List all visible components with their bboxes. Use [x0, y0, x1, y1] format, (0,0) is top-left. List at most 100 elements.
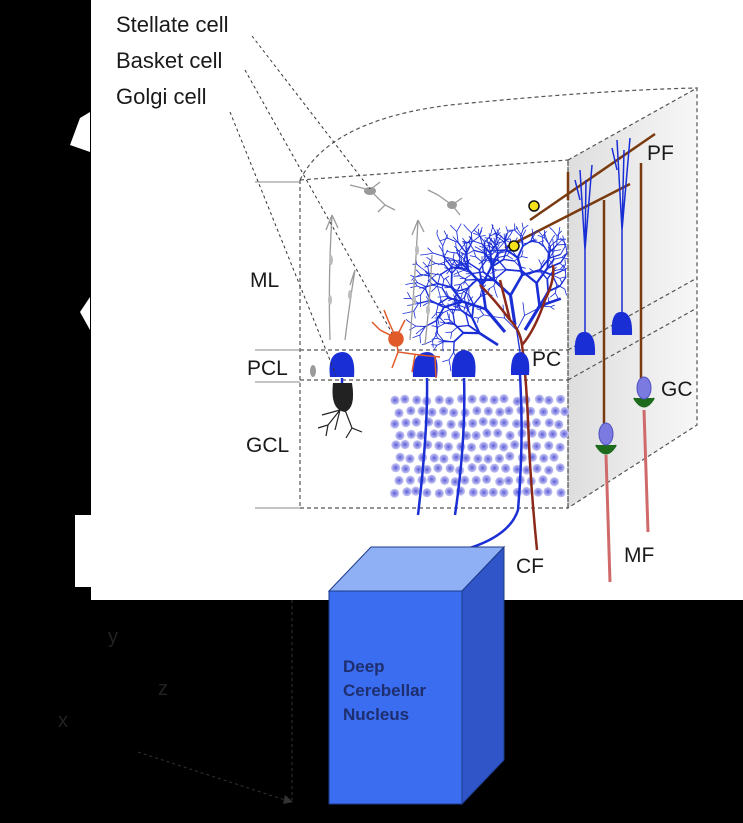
granule-cell	[549, 453, 558, 462]
granule-cell	[499, 488, 508, 497]
granule-cell	[445, 487, 454, 496]
granule-cell	[456, 442, 465, 451]
granule-cell	[504, 406, 513, 415]
granule-cell	[489, 418, 498, 427]
granule-cell	[560, 429, 569, 438]
pf-label: PF	[647, 142, 674, 165]
dendrite-branch	[547, 279, 548, 292]
granule-cell	[435, 489, 444, 498]
gc-label: GC	[661, 378, 693, 401]
nucleus-label-line2: Cerebellar	[343, 681, 427, 700]
stellate-cell-label: Stellate cell	[116, 12, 229, 37]
granule-cell	[532, 464, 541, 473]
granule-cell	[401, 418, 410, 427]
dendrite-branch	[504, 234, 505, 240]
granule-cell	[535, 395, 544, 404]
granule-cell	[435, 395, 444, 404]
granule-cell	[544, 466, 553, 475]
granule-cell	[499, 394, 508, 403]
granule-cell	[433, 464, 442, 473]
granule-cell	[495, 407, 504, 416]
granule-cell	[489, 441, 498, 450]
granule-cell	[413, 440, 422, 449]
granule-cell	[412, 395, 421, 404]
granule-cell	[452, 453, 461, 462]
granule-cell	[427, 408, 436, 417]
granule-cell	[467, 443, 476, 452]
dendrite-branch	[565, 268, 566, 277]
y-axis-label: y	[108, 626, 118, 648]
granule-cell	[501, 464, 510, 473]
granule-cell	[395, 431, 404, 440]
dendrite-branch	[442, 296, 449, 297]
granule-cell	[467, 395, 476, 404]
granule-cell	[391, 440, 400, 449]
granule-cell	[482, 429, 491, 438]
granule-cell	[391, 463, 400, 472]
granule-cell	[445, 396, 454, 405]
granule-cell	[400, 440, 409, 449]
coordinate-axes: y z x	[58, 600, 293, 804]
granule-cell	[467, 463, 476, 472]
granule-cell	[449, 408, 458, 417]
golgi-cell-label: Golgi cell	[116, 84, 206, 109]
granule-cell	[430, 429, 439, 438]
granule-cell	[439, 454, 448, 463]
granule-cell	[544, 441, 553, 450]
x-axis-label: x	[58, 710, 68, 732]
granule-cell	[499, 443, 508, 452]
granule-cell	[490, 464, 499, 473]
left-tab-middle	[80, 297, 90, 330]
granule-cell	[556, 488, 565, 497]
granule-cell	[479, 442, 488, 451]
nucleus-label-line3: Nucleus	[343, 705, 409, 724]
granule-cell	[539, 407, 548, 416]
left-tab-top	[70, 112, 90, 152]
z-axis-label: z	[158, 678, 168, 700]
granule-cell	[439, 407, 448, 416]
granule-cell	[538, 430, 547, 439]
dendrite-branch	[544, 306, 550, 307]
pc-label: PC	[532, 348, 561, 371]
granule-cell	[458, 420, 467, 429]
granule-cell	[479, 488, 488, 497]
granule-cell	[472, 431, 481, 440]
granule-cell	[422, 488, 431, 497]
granule-cell	[550, 477, 559, 486]
dendrite-branch	[459, 251, 460, 261]
granule-cell	[560, 407, 569, 416]
granule-cell	[472, 476, 481, 485]
golgi-dendrite-tip	[310, 365, 316, 377]
granule-cell	[460, 476, 469, 485]
granule-cell	[538, 475, 547, 484]
granule-cell	[505, 452, 514, 461]
granule-cell	[544, 396, 553, 405]
granule-cell	[556, 395, 565, 404]
dendrite-branch	[443, 246, 444, 256]
granule-cell	[396, 453, 405, 462]
granule-cell	[532, 442, 541, 451]
granule-cell	[495, 454, 504, 463]
granule-cell	[490, 395, 499, 404]
granule-cell	[394, 476, 403, 485]
box-side-face	[462, 547, 504, 804]
granule-cell	[478, 464, 487, 473]
granule-cell	[551, 406, 560, 415]
stellate-soma-2	[447, 201, 457, 209]
granule-cell	[512, 419, 521, 428]
dendrite-branch	[477, 280, 494, 281]
granule-cell	[412, 418, 421, 427]
granule-cell	[539, 454, 548, 463]
granule-cell	[479, 394, 488, 403]
granule-cell	[493, 429, 502, 438]
granule-cell	[434, 441, 443, 450]
granule-cell	[554, 420, 563, 429]
granule-cell	[444, 442, 453, 451]
granule-cell	[532, 418, 541, 427]
dendrite-branch	[454, 342, 455, 353]
granule-cell	[489, 488, 498, 497]
left-tab-bottom	[75, 515, 91, 587]
deep-cerebellar-nucleus-box: Deep Cerebellar Nucleus	[329, 547, 504, 804]
gcl-label: GCL	[246, 434, 289, 457]
